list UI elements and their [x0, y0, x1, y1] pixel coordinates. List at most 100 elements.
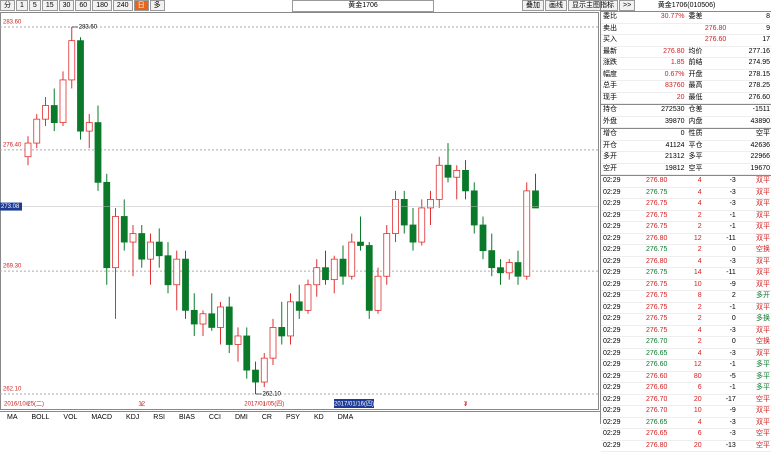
trade-time: 02:29 — [601, 222, 635, 233]
period-button[interactable]: 60 — [75, 0, 91, 11]
period-button[interactable]: 5 — [29, 0, 41, 11]
trade-volume: 4 — [669, 257, 703, 268]
indicator-tab[interactable]: DMI — [228, 412, 255, 425]
trade-change: -5 — [704, 372, 738, 383]
candle-body — [524, 191, 530, 276]
symbol-box[interactable]: 黄金1706 — [292, 0, 434, 12]
trade-price: 276.75 — [635, 314, 669, 325]
indicator-tab[interactable]: DMA — [331, 412, 361, 425]
trade-type: 双平 — [738, 268, 771, 279]
trade-change: -3 — [704, 349, 738, 360]
quote-title: 黄金1706(010506) — [601, 0, 771, 12]
indicator-tab[interactable]: CCI — [202, 412, 228, 425]
trade-price: 276.70 — [635, 337, 669, 348]
candle-body — [480, 225, 486, 251]
trade-type: 多换 — [738, 314, 771, 325]
candle-body — [305, 285, 311, 311]
indicator-tab[interactable]: MACD — [84, 412, 119, 425]
candle-body — [463, 170, 469, 190]
candle-body — [148, 242, 154, 259]
crosshair-date: 2017/01/16(四) — [334, 401, 374, 408]
quote-label: 空平 — [687, 164, 730, 175]
y-tick-label: 262.10 — [3, 387, 22, 393]
trade-volume: 12 — [669, 360, 703, 371]
trade-change: -1 — [704, 211, 738, 222]
trade-change: 0 — [704, 245, 738, 256]
indicator-tab[interactable]: BOLL — [25, 412, 57, 425]
trade-type: 空平 — [738, 429, 771, 440]
candle-body — [393, 199, 399, 233]
trade-time: 02:29 — [601, 268, 635, 279]
tool-button[interactable]: 画线 — [545, 0, 567, 11]
indicator-tab[interactable]: CR — [255, 412, 279, 425]
quote-value: 277.16 — [729, 47, 771, 58]
plot-border — [1, 13, 599, 410]
period-button[interactable]: 分 — [0, 0, 15, 11]
period-button[interactable]: 15 — [42, 0, 58, 11]
candle-body — [69, 41, 75, 80]
indicator-tab[interactable]: BIAS — [172, 412, 202, 425]
trade-type: 双平 — [738, 176, 771, 187]
quote-label: 总手 — [601, 81, 644, 92]
indicator-tab[interactable]: KDJ — [119, 412, 146, 425]
trade-type: 双平 — [738, 326, 771, 337]
indicator-tab[interactable]: RSI — [146, 412, 172, 425]
trade-time: 02:29 — [601, 303, 635, 314]
candle-body — [279, 327, 285, 336]
period-button[interactable]: 1 — [16, 0, 28, 11]
candle-body — [235, 336, 241, 345]
quote-label: 前结 — [687, 58, 730, 69]
period-button[interactable]: 日 — [134, 0, 149, 11]
period-button[interactable]: 240 — [113, 0, 133, 11]
trade-time: 02:29 — [601, 211, 635, 222]
candle-body — [113, 216, 119, 267]
trade-type: 双平 — [738, 211, 771, 222]
period-button[interactable]: 30 — [59, 0, 75, 11]
indicator-tab[interactable]: KD — [307, 412, 331, 425]
trade-change: 0 — [704, 314, 738, 325]
trade-volume: 2 — [669, 314, 703, 325]
indicator-tab[interactable]: MA — [0, 412, 25, 425]
trade-change: -11 — [704, 268, 738, 279]
candle-body — [200, 314, 206, 324]
trade-volume: 20 — [669, 395, 703, 406]
quote-value: 43890 — [729, 117, 771, 128]
trade-volume: 2 — [669, 222, 703, 233]
trade-price: 276.70 — [635, 406, 669, 417]
quote-value: 19670 — [729, 164, 771, 175]
trade-time: 02:29 — [601, 176, 635, 187]
quote-value: 278.15 — [729, 70, 771, 81]
trade-time: 02:29 — [601, 349, 635, 360]
period-button[interactable]: 180 — [92, 0, 112, 11]
indicator-tab[interactable]: PSY — [279, 412, 307, 425]
candle-body — [340, 259, 346, 276]
trade-volume: 4 — [669, 176, 703, 187]
indicator-tab[interactable]: VOL — [56, 412, 84, 425]
trade-price: 276.75 — [635, 280, 669, 291]
trade-time: 02:29 — [601, 337, 635, 348]
quote-label: 性质 — [687, 129, 730, 140]
quote-value: 83760 — [644, 81, 687, 92]
tool-button[interactable]: 叠加 — [522, 0, 544, 11]
trade-volume: 20 — [669, 441, 703, 452]
candle-body — [454, 170, 460, 177]
period-button[interactable]: 多 — [150, 0, 165, 11]
trade-time: 02:29 — [601, 360, 635, 371]
